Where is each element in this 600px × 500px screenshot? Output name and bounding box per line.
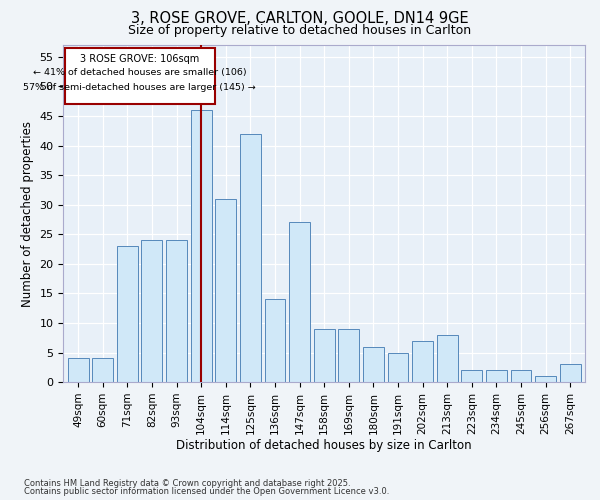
Bar [68,358,89,382]
Bar [535,376,556,382]
Text: Contains HM Land Registry data © Crown copyright and database right 2025.: Contains HM Land Registry data © Crown c… [24,479,350,488]
Bar [117,246,138,382]
Bar [314,329,335,382]
Bar [265,300,286,382]
Bar [166,240,187,382]
Text: 57% of semi-detached houses are larger (145) →: 57% of semi-detached houses are larger (… [23,84,256,92]
Bar [338,329,359,382]
Bar [142,240,163,382]
FancyBboxPatch shape [65,48,215,104]
Bar [437,335,458,382]
Text: Size of property relative to detached houses in Carlton: Size of property relative to detached ho… [128,24,472,37]
Bar [388,352,409,382]
Bar [511,370,532,382]
X-axis label: Distribution of detached houses by size in Carlton: Distribution of detached houses by size … [176,440,472,452]
Bar [289,222,310,382]
Bar [191,110,212,382]
Bar [560,364,581,382]
Bar [92,358,113,382]
Y-axis label: Number of detached properties: Number of detached properties [21,120,34,306]
Bar [412,340,433,382]
Bar [215,199,236,382]
Text: Contains public sector information licensed under the Open Government Licence v3: Contains public sector information licen… [24,488,389,496]
Bar [486,370,507,382]
Bar [363,346,384,382]
Text: ← 41% of detached houses are smaller (106): ← 41% of detached houses are smaller (10… [33,68,247,77]
Bar [240,134,261,382]
Bar [461,370,482,382]
Text: 3, ROSE GROVE, CARLTON, GOOLE, DN14 9GE: 3, ROSE GROVE, CARLTON, GOOLE, DN14 9GE [131,11,469,26]
Text: 3 ROSE GROVE: 106sqm: 3 ROSE GROVE: 106sqm [80,54,199,64]
